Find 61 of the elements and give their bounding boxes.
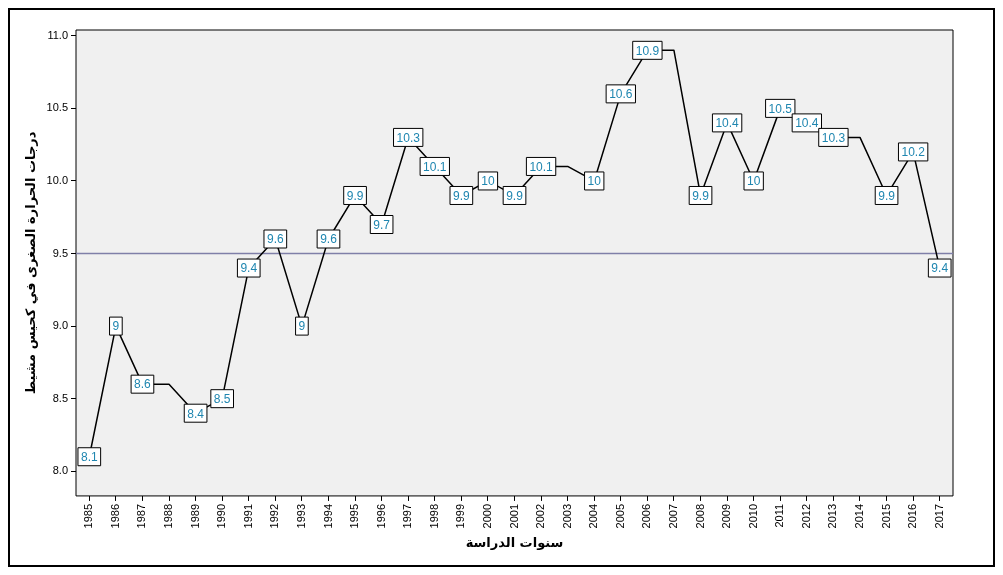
data-label: 9.9	[346, 188, 364, 203]
x-tick-label: 1998	[427, 503, 440, 529]
x-tick-label: 1997	[401, 503, 414, 529]
x-tick-label: 2001	[507, 503, 520, 529]
y-tick-label: 11.0	[47, 28, 69, 41]
x-tick-label: 2008	[693, 503, 706, 529]
x-tick-label: 1991	[241, 503, 254, 529]
x-tick-label: 2005	[613, 503, 626, 529]
y-tick-label: 8.0	[52, 464, 69, 477]
x-tick-label: 2007	[666, 503, 679, 529]
x-tick-label: 2004	[587, 503, 600, 529]
x-tick-label: 2000	[480, 503, 493, 529]
x-tick-label: 2009	[720, 503, 733, 529]
data-label: 10	[747, 174, 761, 189]
data-label: 9.9	[506, 188, 524, 203]
x-tick-label: 1986	[108, 503, 121, 529]
y-tick-label: 10.5	[46, 101, 69, 114]
data-label: 9.4	[931, 261, 949, 276]
x-tick-label: 1996	[374, 503, 387, 529]
x-tick-label: 1992	[268, 503, 281, 529]
data-label: 9	[112, 319, 120, 334]
y-tick-label: 8.5	[52, 391, 69, 404]
x-axis-title: سنوات الدراسة	[465, 534, 564, 550]
data-label: 8.6	[134, 377, 152, 392]
x-tick-label: 1988	[162, 503, 175, 529]
x-tick-label: 2011	[773, 503, 786, 528]
x-tick-label: 2015	[879, 503, 892, 529]
y-tick-label: 9.0	[52, 319, 69, 332]
x-tick-label: 1993	[294, 503, 307, 529]
x-tick-label: 1995	[348, 503, 361, 529]
x-tick-label: 2003	[560, 503, 573, 529]
data-label: 9.9	[453, 188, 471, 203]
x-tick-label: 1985	[82, 503, 95, 529]
data-label: 9.7	[373, 217, 391, 232]
data-label: 10	[481, 174, 495, 189]
x-tick-label: 1989	[188, 503, 201, 529]
x-tick-label: 2016	[906, 503, 919, 529]
data-label: 8.5	[213, 391, 231, 406]
y-axis-title: درجات الحرارة الصغرى في كحيس مشيط	[23, 131, 39, 395]
x-tick-label: 2006	[640, 503, 653, 529]
x-tick-label: 1999	[454, 503, 467, 529]
data-label: 9.6	[266, 232, 284, 247]
data-label: 8.1	[80, 450, 98, 465]
data-label: 9.6	[320, 232, 338, 247]
x-tick-label: 2002	[534, 503, 547, 529]
data-label: 10	[587, 174, 602, 189]
y-tick-label: 9.5	[52, 246, 69, 259]
data-label: 9.4	[240, 261, 258, 276]
x-tick-label: 1994	[321, 503, 334, 529]
data-label: 8.4	[187, 406, 205, 421]
data-label: 9.9	[878, 188, 896, 203]
data-label: 9	[298, 319, 306, 334]
x-tick-label: 2010	[746, 503, 759, 529]
x-tick-label: 1990	[215, 503, 228, 529]
data-label: 9.9	[692, 188, 710, 203]
y-tick-label: 10.0	[46, 173, 69, 186]
x-tick-label: 2012	[799, 503, 812, 529]
x-tick-label: 2017	[932, 503, 945, 529]
x-tick-label: 2014	[853, 503, 866, 529]
x-tick-label: 2013	[826, 503, 839, 529]
x-tick-label: 1987	[135, 503, 148, 529]
